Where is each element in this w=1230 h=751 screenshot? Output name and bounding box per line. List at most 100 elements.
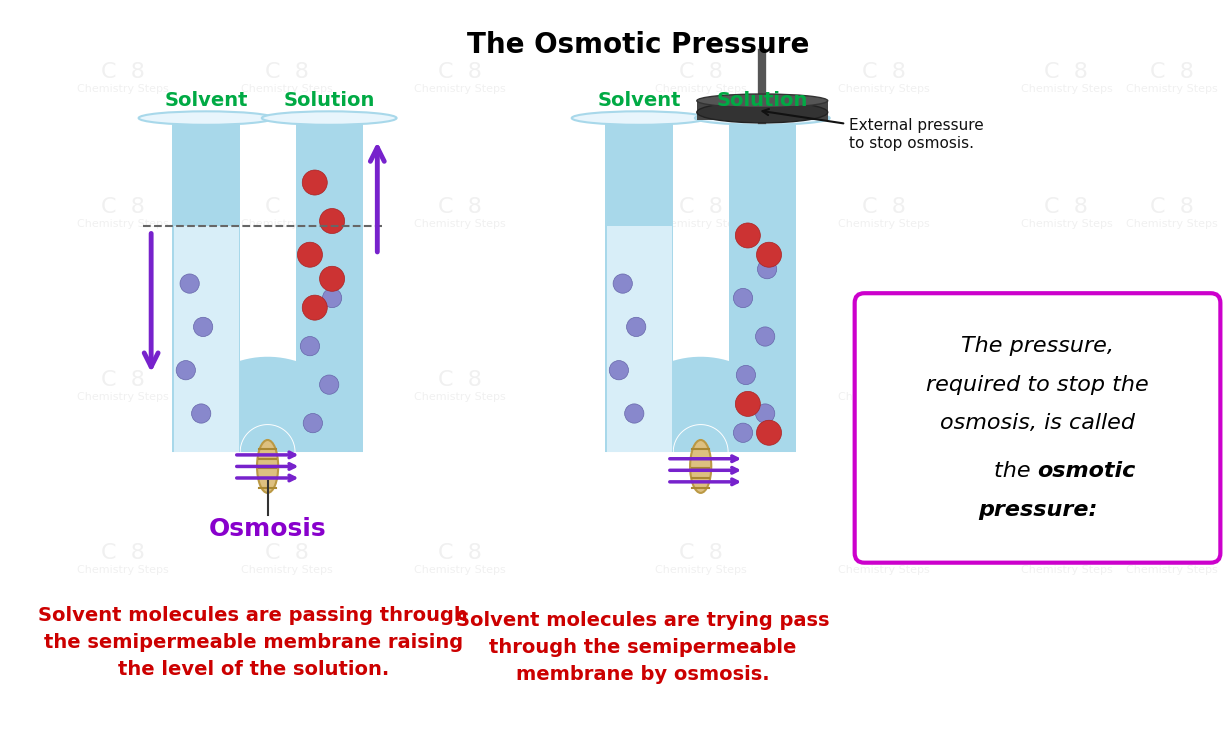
Text: Chemistry Steps: Chemistry Steps <box>241 84 333 94</box>
Text: Chemistry Steps: Chemistry Steps <box>1127 84 1218 94</box>
Text: Chemistry Steps: Chemistry Steps <box>1021 566 1112 575</box>
Text: C  8: C 8 <box>1150 62 1194 82</box>
Text: the: the <box>994 461 1038 481</box>
Text: Solvent: Solvent <box>598 91 681 110</box>
Text: Chemistry Steps: Chemistry Steps <box>1127 392 1218 402</box>
Text: C  8: C 8 <box>679 197 722 216</box>
Ellipse shape <box>697 94 828 107</box>
Polygon shape <box>608 425 795 452</box>
Text: The Osmotic Pressure: The Osmotic Pressure <box>467 31 809 59</box>
Ellipse shape <box>257 440 278 493</box>
Circle shape <box>303 295 327 320</box>
Text: C  8: C 8 <box>438 543 482 563</box>
Ellipse shape <box>695 111 830 125</box>
Polygon shape <box>608 226 672 452</box>
Circle shape <box>613 274 632 293</box>
Text: pressure:: pressure: <box>978 499 1097 520</box>
Ellipse shape <box>572 111 706 125</box>
Text: C  8: C 8 <box>861 62 905 82</box>
Text: C  8: C 8 <box>1150 197 1194 216</box>
Text: Chemistry Steps: Chemistry Steps <box>1127 219 1218 229</box>
Polygon shape <box>175 226 239 452</box>
Circle shape <box>193 317 213 336</box>
Circle shape <box>737 366 755 385</box>
Text: membrane by osmosis.: membrane by osmosis. <box>517 665 770 684</box>
Text: C  8: C 8 <box>1044 62 1089 82</box>
Text: osmosis, is called: osmosis, is called <box>940 413 1135 433</box>
Text: Chemistry Steps: Chemistry Steps <box>1021 84 1112 94</box>
Ellipse shape <box>262 111 396 125</box>
Polygon shape <box>729 226 795 452</box>
Circle shape <box>192 404 210 423</box>
Ellipse shape <box>690 440 711 493</box>
Circle shape <box>758 260 776 279</box>
Polygon shape <box>605 120 673 452</box>
Circle shape <box>736 223 760 248</box>
Text: osmotic: osmotic <box>1038 461 1135 481</box>
Text: C  8: C 8 <box>264 369 309 390</box>
Text: required to stop the: required to stop the <box>926 375 1149 394</box>
Circle shape <box>733 423 753 442</box>
Text: Osmosis: Osmosis <box>209 517 326 541</box>
Circle shape <box>755 327 775 346</box>
Text: C  8: C 8 <box>1150 543 1194 563</box>
Circle shape <box>755 404 775 423</box>
Text: Chemistry Steps: Chemistry Steps <box>838 84 930 94</box>
Text: Chemistry Steps: Chemistry Steps <box>415 392 506 402</box>
Text: C  8: C 8 <box>861 197 905 216</box>
Text: Chemistry Steps: Chemistry Steps <box>1021 219 1112 229</box>
Circle shape <box>609 360 629 380</box>
Text: Solvent molecules are passing through: Solvent molecules are passing through <box>38 606 469 625</box>
Bar <box>697 101 828 120</box>
Circle shape <box>303 170 327 195</box>
Text: C  8: C 8 <box>264 62 309 82</box>
Text: Chemistry Steps: Chemistry Steps <box>654 566 747 575</box>
Text: Chemistry Steps: Chemistry Steps <box>77 392 169 402</box>
Text: C  8: C 8 <box>1044 369 1089 390</box>
Text: C  8: C 8 <box>438 197 482 216</box>
Text: Chemistry Steps: Chemistry Steps <box>654 219 747 229</box>
Text: Chemistry Steps: Chemistry Steps <box>1021 392 1112 402</box>
Text: C  8: C 8 <box>264 197 309 216</box>
Text: C  8: C 8 <box>264 543 309 563</box>
Text: C  8: C 8 <box>101 369 145 390</box>
Text: Chemistry Steps: Chemistry Steps <box>415 219 506 229</box>
Text: Solvent molecules are trying pass: Solvent molecules are trying pass <box>456 611 830 630</box>
Circle shape <box>176 360 196 380</box>
Text: C  8: C 8 <box>679 543 722 563</box>
Text: Chemistry Steps: Chemistry Steps <box>241 566 333 575</box>
Polygon shape <box>172 357 363 452</box>
Circle shape <box>733 288 753 308</box>
Text: Chemistry Steps: Chemistry Steps <box>838 219 930 229</box>
Text: C  8: C 8 <box>1150 369 1194 390</box>
Circle shape <box>756 243 781 267</box>
Text: the semipermeable membrane raising: the semipermeable membrane raising <box>43 633 462 652</box>
Text: Chemistry Steps: Chemistry Steps <box>1127 566 1218 575</box>
Circle shape <box>626 317 646 336</box>
Polygon shape <box>172 120 240 452</box>
Text: Chemistry Steps: Chemistry Steps <box>415 84 506 94</box>
Polygon shape <box>296 149 360 452</box>
Text: C  8: C 8 <box>101 62 145 82</box>
Circle shape <box>298 243 322 267</box>
Text: C  8: C 8 <box>438 62 482 82</box>
Text: External pressure
to stop osmosis.: External pressure to stop osmosis. <box>763 109 984 151</box>
Polygon shape <box>175 425 360 452</box>
Text: Chemistry Steps: Chemistry Steps <box>838 566 930 575</box>
Text: C  8: C 8 <box>1044 543 1089 563</box>
Text: Chemistry Steps: Chemistry Steps <box>415 566 506 575</box>
Polygon shape <box>728 120 796 452</box>
Polygon shape <box>605 357 796 452</box>
Ellipse shape <box>139 111 273 125</box>
Text: C  8: C 8 <box>861 543 905 563</box>
Circle shape <box>736 391 760 416</box>
Text: Chemistry Steps: Chemistry Steps <box>654 392 747 402</box>
Polygon shape <box>295 120 363 452</box>
Text: the level of the solution.: the level of the solution. <box>118 660 389 679</box>
Circle shape <box>304 414 322 433</box>
Circle shape <box>320 375 338 394</box>
Text: C  8: C 8 <box>438 369 482 390</box>
Text: Chemistry Steps: Chemistry Steps <box>654 84 747 94</box>
Text: Solution: Solution <box>717 91 808 110</box>
Text: Chemistry Steps: Chemistry Steps <box>77 219 169 229</box>
